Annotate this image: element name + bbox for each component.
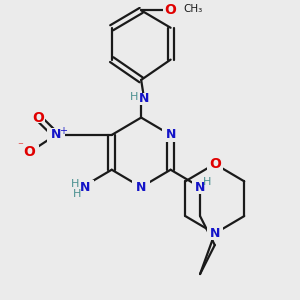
- Bar: [132, 180, 150, 194]
- Bar: [31, 112, 46, 123]
- Text: N: N: [80, 181, 90, 194]
- Text: H: H: [130, 92, 138, 102]
- Text: O: O: [165, 3, 176, 17]
- Text: H: H: [203, 177, 212, 187]
- Bar: [192, 181, 208, 194]
- Text: O: O: [32, 111, 44, 124]
- Bar: [20, 145, 39, 160]
- Text: ⁻: ⁻: [17, 142, 23, 152]
- Text: +: +: [59, 126, 67, 136]
- Text: N: N: [136, 181, 146, 194]
- Text: H: H: [71, 179, 79, 189]
- Bar: [126, 91, 142, 104]
- Text: N: N: [195, 181, 205, 194]
- Text: N: N: [165, 128, 176, 142]
- Bar: [47, 128, 64, 142]
- Bar: [76, 180, 94, 194]
- Text: O: O: [209, 157, 221, 171]
- Text: N: N: [139, 92, 149, 105]
- Text: N: N: [51, 128, 61, 142]
- Bar: [162, 128, 179, 142]
- Bar: [206, 158, 223, 170]
- Text: CH₃: CH₃: [184, 4, 203, 14]
- Bar: [163, 4, 178, 16]
- Text: N: N: [210, 227, 220, 240]
- Bar: [206, 227, 223, 240]
- Text: O: O: [23, 145, 35, 159]
- Bar: [137, 93, 152, 104]
- Text: H: H: [73, 189, 81, 200]
